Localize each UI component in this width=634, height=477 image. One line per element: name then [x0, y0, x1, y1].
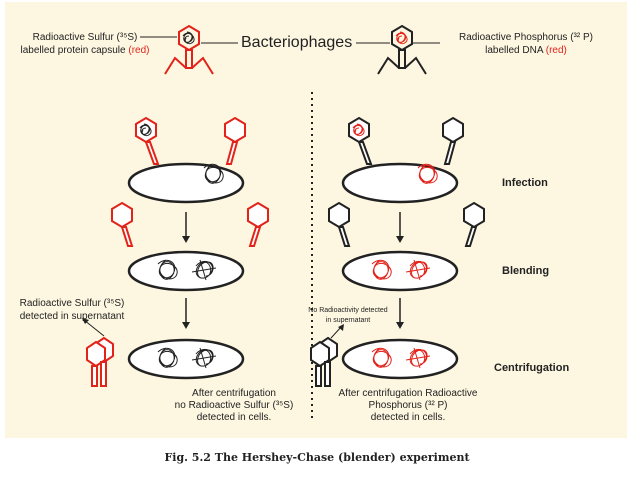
- right-result-line1: After centrifugation Radioactive: [338, 388, 478, 399]
- right-supernatant-note-line2: in supernatant: [325, 317, 371, 324]
- right-result-line3: detected in cells.: [370, 412, 446, 423]
- left-arrow-2-head: [182, 322, 190, 329]
- right-blending-phage-2: [463, 201, 485, 247]
- left-supernatant-note-line2: detected in supernatant: [19, 311, 125, 322]
- left-blending-cell: [127, 250, 245, 292]
- left-supernatant-pointer-head: [82, 318, 89, 324]
- right-centrifugation-cell: [341, 338, 459, 380]
- header-left-label-red: (red): [128, 45, 150, 56]
- left-infection-cell: [127, 162, 245, 204]
- stage-label-blending: Blending: [502, 265, 550, 277]
- left-blending-phage-1: [111, 201, 134, 247]
- right-arrow-1-head: [396, 236, 404, 243]
- right-supernatant-note-line1: No Radioactivity detected: [308, 307, 388, 314]
- left-supernatant-note-line1: Radioactive Sulfur (³⁵S): [19, 298, 125, 309]
- right-result-note: After centrifugation Radioactive Phospho…: [333, 388, 483, 424]
- figure-caption: Fig. 5.2 The Hershey-Chase (blender) exp…: [164, 451, 470, 464]
- header-right-label-line2-text: labelled DNA: [485, 45, 546, 56]
- left-centrifugation-cell: [127, 338, 245, 380]
- left-supernatant-capsules: [86, 336, 114, 387]
- right-infection-phage-1: [348, 116, 373, 165]
- header-right-label: Radioactive Phosphorus (³² P) labelled D…: [441, 31, 611, 57]
- header-title: Bacteriophages: [241, 34, 353, 51]
- left-result-line3: detected in cells.: [196, 412, 272, 423]
- left-arrow-1-head: [182, 236, 190, 243]
- right-supernatant-note: No Radioactivity detected in supernatant: [298, 306, 398, 326]
- right-supernatant-capsules: [310, 336, 338, 387]
- header-left-label: Radioactive Sulfur (³⁵S) labelled protei…: [15, 31, 155, 57]
- header-right-label-red: (red): [545, 45, 567, 56]
- header-left-label-line2-text: labelled protein capsule: [20, 45, 129, 56]
- right-infection-phage-2: [442, 116, 464, 165]
- right-arrow-2-head: [396, 322, 404, 329]
- left-infection-phage-2: [224, 116, 246, 165]
- left-result-line2: no Radioactive Sulfur (³⁵S): [174, 400, 294, 411]
- header-left-label-line2: labelled protein capsule (red): [15, 44, 155, 57]
- header-right-phage: [377, 24, 427, 75]
- header-left-phage: [164, 24, 214, 75]
- stage-label-centrifugation: Centrifugation: [494, 362, 570, 374]
- right-blending-cell: [341, 250, 459, 292]
- left-supernatant-pointer: [83, 319, 105, 337]
- stage-label-infection: Infection: [502, 177, 548, 189]
- right-result-line2: Phosphorus (³² P): [368, 400, 448, 411]
- header-left-label-line1: Radioactive Sulfur (³⁵S): [32, 32, 138, 43]
- right-infection-cell: [341, 162, 459, 204]
- right-supernatant-pointer-head: [338, 324, 344, 331]
- left-result-note: After centrifugation no Radioactive Sulf…: [164, 388, 304, 424]
- left-result-line1: After centrifugation: [192, 388, 276, 399]
- header-right-label-line1: Radioactive Phosphorus (³² P): [459, 32, 593, 43]
- left-infection-phage-1: [135, 116, 160, 165]
- header-right-label-line2: labelled DNA (red): [441, 44, 611, 57]
- right-blending-phage-1: [328, 201, 351, 247]
- left-supernatant-note: Radioactive Sulfur (³⁵S) detected in sup…: [8, 297, 136, 323]
- left-blending-phage-2: [247, 201, 269, 247]
